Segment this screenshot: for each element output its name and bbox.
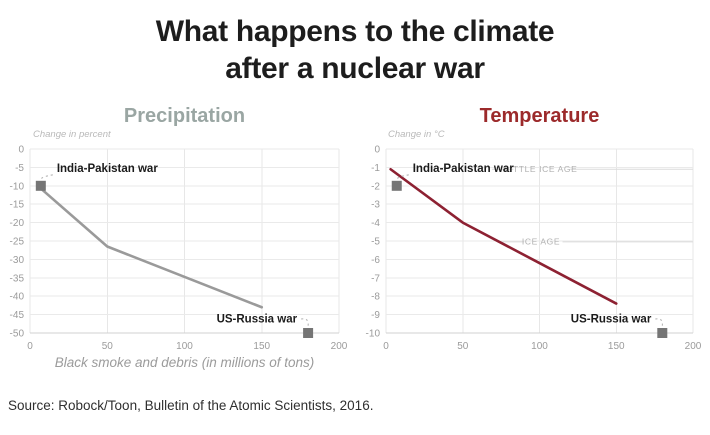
x-tick-label: 50 — [457, 341, 469, 352]
page-title: What happens to the climate after a nucle… — [0, 0, 710, 87]
temperature-chart-panel: Temperature Change in °C 0 50 100 150 200 0 -1… — [355, 100, 710, 400]
scenario-annotation-label: US-Russia war — [217, 314, 298, 326]
reference-line-label: ICE AGE — [522, 237, 560, 247]
x-tick-label: 0 — [27, 341, 33, 352]
scenario-marker — [657, 328, 668, 338]
y-tick-label: -5 — [15, 163, 24, 174]
temperature-series-line — [389, 167, 618, 305]
y-tick-label: -4 — [371, 218, 380, 229]
y-tick-label: -2 — [371, 181, 380, 192]
scenario-annotation-label: US-Russia war — [571, 314, 652, 326]
y-tick-label: -15 — [10, 200, 25, 211]
y-tick-label: -6 — [371, 255, 380, 266]
temperature-chart-canvas: 0 50 100 150 200 0 -1 -2 -3 -4 -5 -6 -7 -8 -9 -10 LITTLE… — [366, 145, 702, 353]
scenario-annotation-label: India-Pakistan war — [57, 163, 159, 175]
source-note: Source: Robock/Toon, Bulletin of the Ato… — [8, 398, 374, 413]
y-tick-label: -30 — [10, 255, 25, 266]
x-tick-label: 200 — [331, 341, 348, 352]
x-tick-label: 150 — [253, 341, 270, 352]
y-tick-label: -50 — [10, 329, 25, 340]
x-tick-label: 200 — [685, 341, 702, 352]
annotation-connector — [655, 318, 663, 327]
y-tick-label: -8 — [371, 292, 380, 303]
x-tick-label: 100 — [176, 341, 193, 352]
y-tick-label: -3 — [371, 200, 380, 211]
y-tick-label: 0 — [374, 145, 380, 156]
temperature-y-axis-unit-label: Change in °C — [388, 129, 445, 140]
y-tick-label: -20 — [10, 218, 25, 229]
y-tick-label: -45 — [10, 310, 25, 321]
scenario-annotation-label: India-Pakistan war — [413, 163, 515, 175]
y-tick-label: -5 — [371, 237, 380, 248]
x-tick-label: 50 — [102, 341, 114, 352]
precipitation-chart-canvas: 0 50 100 150 200 0 -5 -10 -15 -20 -25 -30 -35 -40 -45 -… — [10, 145, 348, 371]
y-tick-label: 0 — [18, 145, 24, 156]
precipitation-y-axis-unit-label: Change in percent — [33, 129, 111, 140]
precipitation-chart-title: Precipitation — [123, 105, 246, 127]
x-tick-label: 100 — [531, 341, 548, 352]
x-axis-title: Black smoke and debris (in millions of t… — [55, 355, 315, 370]
y-tick-label: -40 — [10, 292, 25, 303]
y-tick-label: -10 — [366, 329, 381, 340]
reference-line-label: LITTLE ICE AGE — [505, 164, 578, 174]
scenario-marker — [391, 180, 402, 191]
y-tick-label: -1 — [371, 163, 380, 174]
page-title-line2: after a nuclear war — [225, 52, 485, 85]
precipitation-series-line — [36, 184, 264, 309]
y-tick-label: -7 — [371, 273, 380, 284]
scenario-marker — [35, 180, 46, 191]
y-tick-label: -9 — [371, 310, 380, 321]
x-tick-label: 150 — [608, 341, 625, 352]
scenario-marker — [303, 328, 314, 338]
y-tick-label: -25 — [10, 237, 25, 248]
precipitation-chart-panel: Precipitation Change in percent 0 50 100 15… — [0, 100, 355, 400]
temperature-chart-title: Temperature — [479, 105, 600, 127]
annotation-connector — [300, 318, 309, 327]
annotation-connector — [40, 174, 53, 180]
page-title-line1: What happens to the climate — [155, 15, 555, 48]
y-tick-label: -35 — [10, 273, 25, 284]
annotation-connector — [396, 174, 409, 180]
x-tick-label: 0 — [383, 341, 389, 352]
y-tick-label: -10 — [10, 181, 25, 192]
